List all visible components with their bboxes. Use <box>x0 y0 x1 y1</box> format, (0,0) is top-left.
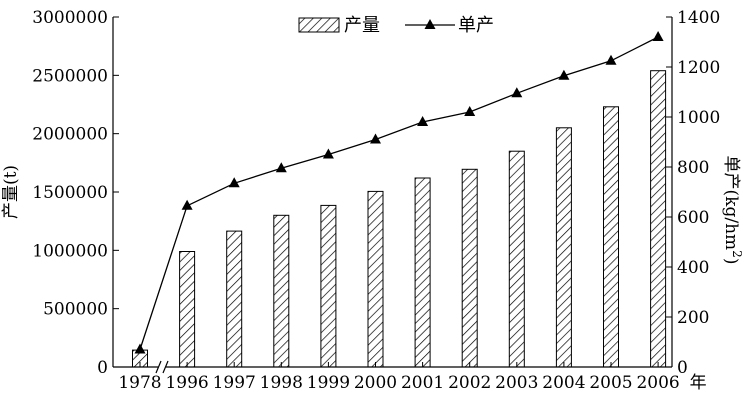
right-tick-label: 600 <box>677 208 709 228</box>
legend-line-label: 单产 <box>458 15 494 36</box>
bar-series <box>132 70 667 368</box>
left-tick-label: 0 <box>97 358 108 378</box>
point-2000 <box>370 133 381 144</box>
left-tick-label: 2500000 <box>32 66 108 86</box>
point-2003 <box>511 87 523 98</box>
axes: 0 500000 1000000 1500000 2000000 2500000 30000… <box>1 8 744 393</box>
bar-2000 <box>367 190 384 368</box>
left-tick-label: 2000000 <box>32 125 108 145</box>
bar-2004 <box>555 127 572 368</box>
x-tick-label: 2003 <box>495 373 538 393</box>
x-tick-label: 1978 <box>118 373 161 393</box>
x-tick-label: 1997 <box>213 373 256 393</box>
x-tick-label: 1998 <box>260 373 303 393</box>
right-tick-label: 0 <box>677 358 688 378</box>
right-tick-label: 800 <box>677 158 709 178</box>
point-1999 <box>322 148 334 159</box>
point-2004 <box>558 69 570 80</box>
legend-bar-label: 产量 <box>344 15 380 36</box>
point-2001 <box>417 116 429 126</box>
x-tick-label: 1999 <box>307 373 350 393</box>
axis-break-mark <box>162 360 169 374</box>
left-tick-label: 3000000 <box>32 8 108 28</box>
bar-2002 <box>461 168 478 368</box>
right-axis-title: 单产(kg/hm2) <box>721 156 744 265</box>
line-path <box>139 36 659 350</box>
x-tick-label: 2002 <box>448 373 491 393</box>
axis-break-mark <box>155 360 162 374</box>
bar-2005 <box>603 106 619 368</box>
right-tick-label: 400 <box>677 258 709 278</box>
x-tick-label: 2001 <box>401 373 444 393</box>
legend: 产量 单产 <box>298 15 494 36</box>
point-2006 <box>652 31 664 41</box>
left-tick-label: 1500000 <box>32 183 108 203</box>
right-tick-label: 1200 <box>677 58 720 78</box>
x-unit-label: 年 <box>690 373 707 393</box>
bar-2006 <box>650 70 667 368</box>
point-2005 <box>605 54 617 65</box>
bar-2003 <box>508 150 525 368</box>
bar-2001 <box>414 177 431 368</box>
point-1998 <box>275 162 287 173</box>
x-tick-label: 2005 <box>589 373 632 393</box>
axis-break-gap <box>158 360 166 374</box>
line-series <box>134 31 664 354</box>
bar-1997 <box>226 230 243 368</box>
x-tick-label: 2000 <box>354 373 397 393</box>
right-tick-label: 1400 <box>677 8 720 28</box>
right-tick-label: 200 <box>677 308 709 328</box>
x-tick-label: 1996 <box>165 373 208 393</box>
bar-1999 <box>320 204 337 368</box>
bar-1998 <box>273 214 290 368</box>
point-1978 <box>134 343 146 354</box>
left-axis-title: 产量(t) <box>1 165 21 219</box>
legend-triangle-icon <box>424 19 436 29</box>
x-tick-label: 2004 <box>542 373 585 393</box>
point-2002 <box>464 106 476 116</box>
point-1996 <box>181 199 193 210</box>
legend-bar-swatch <box>298 17 340 33</box>
point-1997 <box>228 177 240 188</box>
right-tick-label: 1000 <box>677 108 720 128</box>
left-tick-label: 1000000 <box>32 241 108 261</box>
x-tick-label: 2006 <box>636 373 679 393</box>
left-tick-label: 500000 <box>43 300 108 320</box>
bar-1996 <box>179 251 196 368</box>
